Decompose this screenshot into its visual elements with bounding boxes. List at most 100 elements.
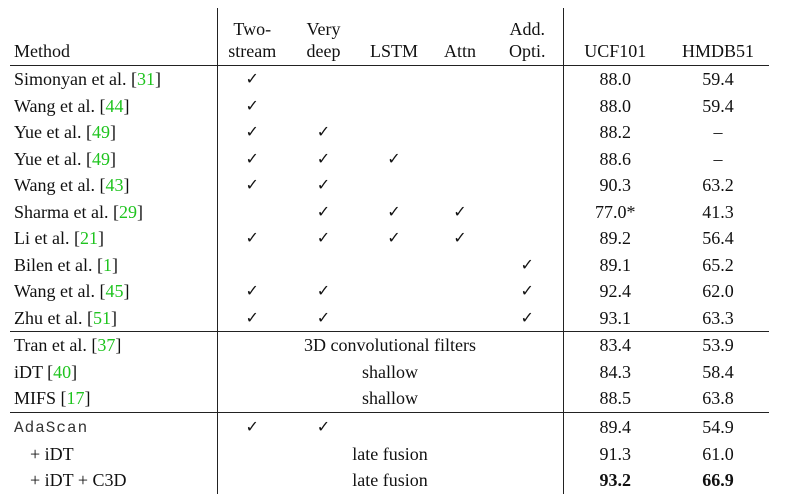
group-deep-methods: Simonyan et al. [31] ✓ 88.0 59.4 Wang et al.… xyxy=(10,65,769,332)
citation-link[interactable]: 17 xyxy=(66,388,85,409)
cell-lstm: ✓ xyxy=(387,148,401,168)
cell-hmdb51: 59.4 xyxy=(667,65,769,93)
table-row: Yue et al. [49] ✓ ✓ ✓ 88.6 – xyxy=(10,145,769,172)
citation-link[interactable]: 45 xyxy=(105,281,124,302)
cell-ucf101: 90.3 xyxy=(599,175,632,196)
group-other-methods: Tran et al. [37] 3D convolutional filters… xyxy=(10,331,769,412)
cell-hmdb51-best: 66.9 xyxy=(702,470,734,491)
citation-link[interactable]: 37 xyxy=(97,335,116,356)
citation-link[interactable]: 49 xyxy=(91,122,110,143)
citation-bracket: ] xyxy=(109,148,116,169)
method-name: Yue et al. [49] xyxy=(10,145,218,172)
cell-attn xyxy=(428,305,492,332)
citation-bracket: ] xyxy=(71,361,78,382)
cell-very-deep: ✓ xyxy=(316,175,331,195)
citation-bracket: ] xyxy=(154,69,161,90)
cell-hmdb51: 56.4 xyxy=(702,228,734,249)
cell-ucf101: 77.0* xyxy=(595,201,636,222)
cell-lstm xyxy=(360,278,428,305)
cell-attn xyxy=(428,252,492,279)
table-row: MIFS [17] shallow 88.5 63.8 xyxy=(10,385,769,412)
cell-two-stream: ✓ xyxy=(245,95,259,115)
cell-very-deep xyxy=(287,252,360,279)
cell-attn: ✓ xyxy=(453,201,467,221)
citation-link[interactable]: 49 xyxy=(91,148,110,169)
method-name: Wang et al. [43] xyxy=(10,172,218,199)
cell-attn xyxy=(428,119,492,146)
results-table: Method Two-stream Very deep LSTM Attn Add… xyxy=(10,8,769,494)
cell-two-stream xyxy=(217,252,287,279)
cell-very-deep: ✓ xyxy=(287,411,360,441)
method-label: Yue et al. [ xyxy=(14,122,92,143)
table-row: Tran et al. [37] 3D convolutional filters… xyxy=(10,331,769,359)
method-name: MIFS [17] xyxy=(10,385,218,412)
cell-hmdb51: 62.0 xyxy=(702,281,734,302)
cell-attn xyxy=(428,93,492,120)
header-very-deep: Very deep xyxy=(287,8,360,66)
cell-hmdb51: 58.4 xyxy=(702,361,734,382)
method-adascan-idt: + iDT xyxy=(10,440,218,467)
method-name: Sharma et al. [29] xyxy=(10,198,218,225)
cell-two-stream: ✓ xyxy=(217,65,287,93)
citation-bracket: ] xyxy=(97,228,104,249)
cell-lstm xyxy=(360,93,428,120)
cell-ucf101: 88.2 xyxy=(599,122,632,143)
cell-hmdb51: 41.3 xyxy=(702,201,734,222)
header-method: Method xyxy=(10,8,218,66)
citation-bracket: ] xyxy=(115,335,122,356)
group-adascan: AdaScan ✓ ✓ 89.4 54.9 + iDT late fusion … xyxy=(10,411,769,494)
cell-ucf101: 88.0 xyxy=(563,65,667,93)
cell-lstm xyxy=(360,172,428,199)
cell-hmdb51: 54.9 xyxy=(667,411,769,441)
cell-lstm: ✓ xyxy=(387,228,401,248)
cell-hmdb51: 63.2 xyxy=(702,175,734,196)
citation-link[interactable]: 40 xyxy=(53,361,72,382)
cell-add-opti xyxy=(492,65,564,93)
cell-lstm: ✓ xyxy=(387,201,401,221)
cell-very-deep: ✓ xyxy=(316,281,331,301)
cell-lstm xyxy=(360,305,428,332)
table-row: Simonyan et al. [31] ✓ 88.0 59.4 xyxy=(10,65,769,93)
cell-add-opti: ✓ xyxy=(492,304,564,332)
method-label: Wang et al. [ xyxy=(14,95,106,116)
citation-bracket: ] xyxy=(111,254,118,275)
table-row: Yue et al. [49] ✓ ✓ 88.2 – xyxy=(10,119,769,146)
citation-link[interactable]: 29 xyxy=(118,201,137,222)
cell-ucf101: 93.1 xyxy=(599,307,632,328)
citation-bracket: ] xyxy=(123,175,130,196)
table-row-adascan-idt: + iDT late fusion 91.3 61.0 xyxy=(10,440,769,467)
cell-two-stream xyxy=(217,199,287,226)
cell-very-deep: ✓ xyxy=(316,148,331,168)
table-row-adascan-idt-c3d: + iDT + C3D late fusion 93.2 66.9 xyxy=(10,467,769,494)
citation-bracket: ] xyxy=(123,95,130,116)
header-add-opti: Add. Opti. xyxy=(492,8,564,66)
cell-two-stream: ✓ xyxy=(245,122,259,142)
cell-two-stream: ✓ xyxy=(245,228,259,248)
cell-attn xyxy=(428,65,492,93)
citation-link[interactable]: 21 xyxy=(79,228,98,249)
cell-lstm xyxy=(360,411,428,441)
cell-add-opti xyxy=(492,92,564,119)
table-row: Zhu et al. [51] ✓ ✓ ✓ 93.1 63.3 xyxy=(10,304,769,332)
header-hmdb51: HMDB51 xyxy=(667,8,769,66)
citation-link[interactable]: 44 xyxy=(105,95,124,116)
cell-lstm xyxy=(360,65,428,93)
method-label: iDT [ xyxy=(14,361,54,382)
citation-link[interactable]: 43 xyxy=(105,175,124,196)
citation-link[interactable]: 1 xyxy=(102,254,112,275)
cell-ucf101: 88.6 xyxy=(599,148,632,169)
method-label: Wang et al. [ xyxy=(14,281,106,302)
cell-lstm xyxy=(360,119,428,146)
method-name: Simonyan et al. [31] xyxy=(10,65,218,93)
method-name: Wang et al. [44] xyxy=(10,92,218,119)
method-label: Li et al. [ xyxy=(14,228,80,249)
table-row: Li et al. [21] ✓ ✓ ✓ ✓ 89.2 56.4 xyxy=(10,225,769,252)
cell-attn xyxy=(428,278,492,305)
cell-ucf101: 89.4 xyxy=(563,411,667,441)
citation-link[interactable]: 51 xyxy=(92,307,111,328)
cell-architecture: shallow xyxy=(217,385,564,412)
table-row-adascan: AdaScan ✓ ✓ 89.4 54.9 xyxy=(10,411,769,441)
method-label: Zhu et al. [ xyxy=(14,307,93,328)
citation-link[interactable]: 31 xyxy=(136,69,155,90)
